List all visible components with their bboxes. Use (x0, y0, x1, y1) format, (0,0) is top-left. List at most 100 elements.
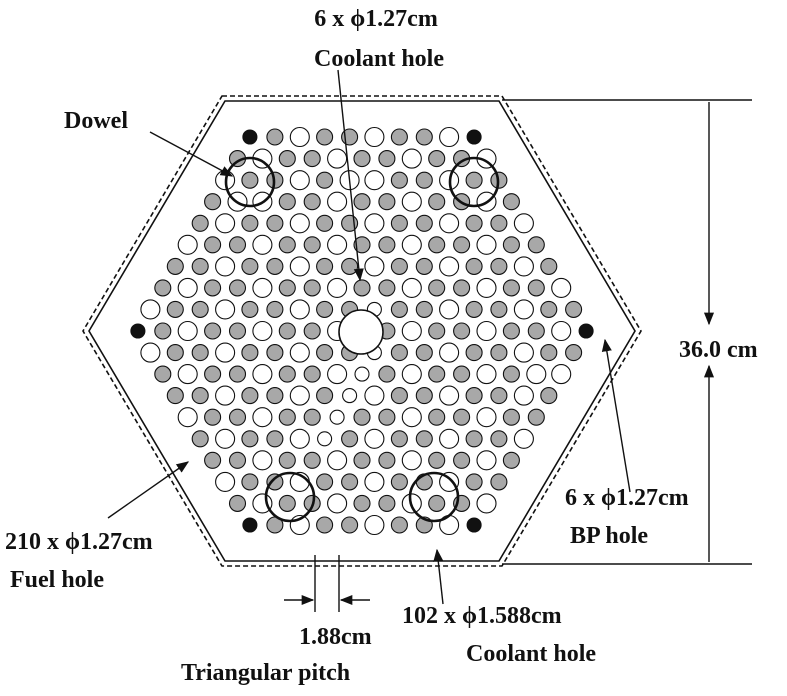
fuel-hole (316, 387, 334, 405)
fuel-hole (428, 408, 446, 426)
coolant-hole (327, 364, 348, 385)
fuel-hole (378, 193, 396, 211)
fuel-hole (166, 300, 184, 318)
fuel-hole (353, 408, 371, 426)
coolant-hole (364, 170, 385, 191)
coolant-hole (551, 320, 572, 342)
fuel-hole (390, 473, 408, 491)
coolant-hole (364, 256, 385, 277)
bp-hole (242, 517, 258, 533)
coolant-hole (551, 364, 572, 385)
coolant-hole (327, 450, 348, 471)
fuel-hole (378, 451, 396, 469)
fuel-hole (415, 128, 433, 146)
coolant-hole (177, 407, 198, 428)
fuel-hole (490, 473, 508, 491)
leader-lines (107, 69, 631, 605)
fuel-hole (204, 236, 222, 254)
fuel-hole (490, 257, 508, 275)
coolant-hole (401, 277, 422, 298)
fuel-hole (303, 236, 321, 254)
fuel-hole (540, 387, 558, 405)
coolant-hole (140, 342, 161, 363)
small-coolant-hole (342, 388, 358, 404)
fuel-hole (278, 322, 296, 340)
fuel-hole (502, 408, 520, 426)
fuel-hole (502, 193, 520, 211)
dowel-ring (264, 471, 316, 523)
fuel-count-label: 210 x ϕ1.27cm (5, 529, 153, 555)
coolant-hole (476, 407, 497, 428)
fuel-hole (540, 300, 558, 318)
coolant-hole (439, 471, 460, 492)
fuel-hole (154, 322, 172, 340)
fuel-hole (527, 236, 545, 254)
fuel-hole (453, 408, 471, 426)
coolant-hole (439, 126, 460, 148)
fuel-hole (527, 279, 545, 297)
fuel-hole (490, 430, 508, 448)
fuel-hole (278, 365, 296, 383)
dowel-hole (526, 364, 547, 385)
fuel-hole (204, 408, 222, 426)
fuel-hole (191, 257, 209, 275)
fuel-hole (453, 451, 471, 469)
fuel-hole (453, 365, 471, 383)
fuel-hole (278, 279, 296, 297)
fuel-hole (390, 128, 408, 146)
coolant-hole (401, 450, 422, 471)
bp-count-label: 6 x ϕ1.27cm (565, 485, 689, 511)
dowel-hole (476, 450, 497, 471)
fuel-hole (303, 150, 321, 168)
fuel-hole (154, 279, 172, 297)
fuel-hole (266, 300, 284, 318)
fuel-hole (228, 408, 247, 426)
fuel-hole (490, 300, 508, 318)
small-coolant-hole (317, 431, 333, 447)
coolant-hole (476, 493, 497, 514)
fuel-hole (191, 344, 209, 362)
dowel-ring (408, 471, 460, 523)
coolant-hole (140, 299, 161, 320)
coolant-hole (401, 148, 422, 169)
coolant-hole (364, 428, 385, 449)
fuel-hole (353, 150, 371, 168)
fuel-hole (415, 300, 433, 318)
coolant-hole (327, 234, 348, 255)
fuel-hole (341, 257, 359, 275)
fuel-hole (502, 451, 520, 469)
coolant-hole (401, 364, 422, 385)
fuel-hole (390, 214, 408, 232)
fuel-hole (191, 430, 209, 448)
fuel-hole (428, 365, 446, 383)
fuel-hole (204, 451, 222, 469)
fuel-hole (353, 279, 371, 297)
fuel-hole (341, 516, 359, 534)
fuel-hole (316, 300, 334, 318)
fuel-hole (502, 279, 520, 297)
coolant-hole (401, 191, 422, 212)
coolant-hole (439, 213, 460, 234)
fuel-hole (278, 236, 296, 254)
fuel-hole (204, 322, 222, 340)
coolant-hole (439, 428, 460, 449)
coolant-hole (289, 126, 310, 148)
fuel-hole (278, 494, 296, 512)
dowel-label: Dowel (64, 108, 128, 134)
dowel-hole (364, 471, 385, 492)
fuel-hole (353, 494, 371, 512)
coolant-hole (215, 471, 236, 492)
fuel-hole (378, 236, 396, 254)
bp-hole (466, 517, 482, 533)
pitch-value-label: 1.88cm (299, 624, 372, 650)
fuel-hole (465, 300, 483, 318)
fuel-hole (303, 279, 321, 297)
block-outline (88, 100, 636, 562)
fuel-hole (241, 171, 259, 189)
fuel-hole (390, 344, 408, 362)
fuel-hole (390, 516, 408, 534)
coolant-hole (476, 320, 497, 342)
fuel-hole (428, 451, 446, 469)
small-coolant-count-label: 6 x ϕ1.27cm (314, 6, 438, 32)
